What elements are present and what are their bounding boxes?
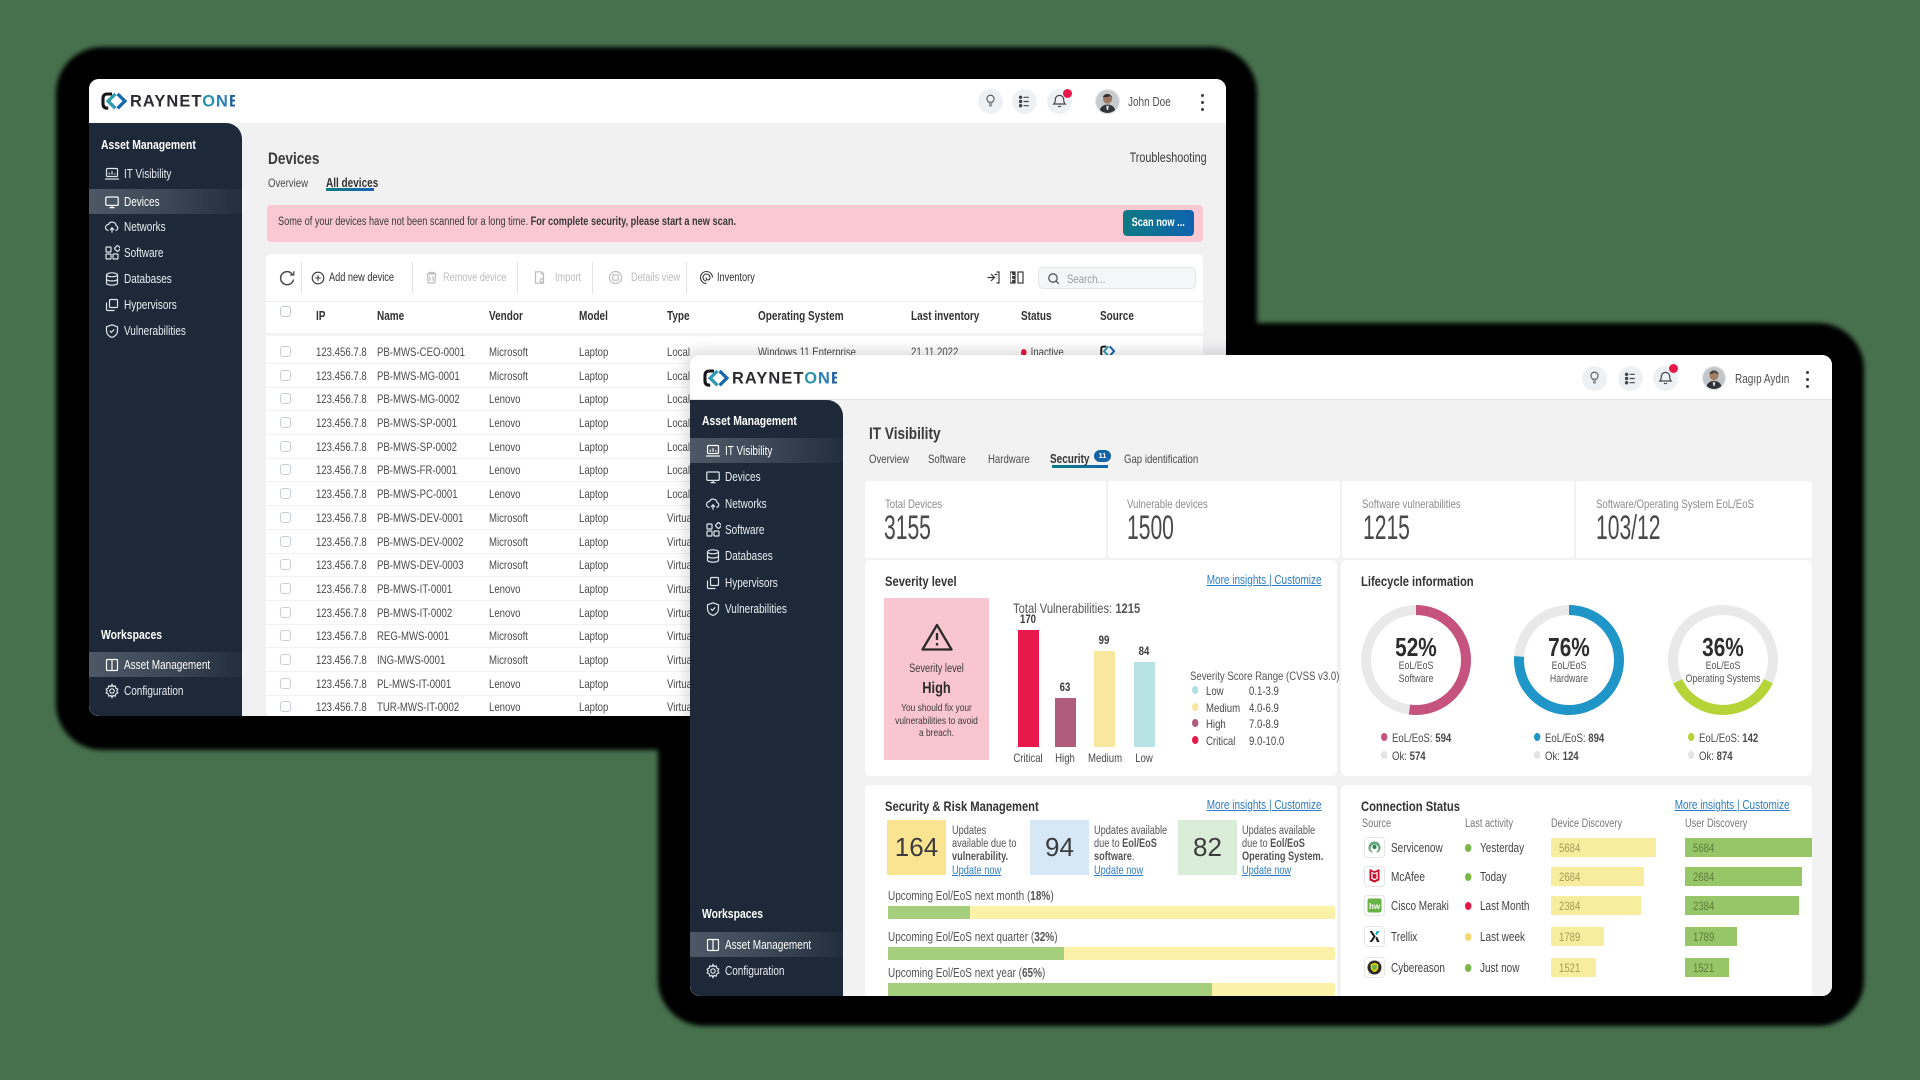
svg-text:hw: hw [1369, 902, 1381, 911]
svg-text:RAYNETONE: RAYNETONE [130, 93, 235, 111]
svg-text:RAYNETONE: RAYNETONE [732, 370, 837, 388]
